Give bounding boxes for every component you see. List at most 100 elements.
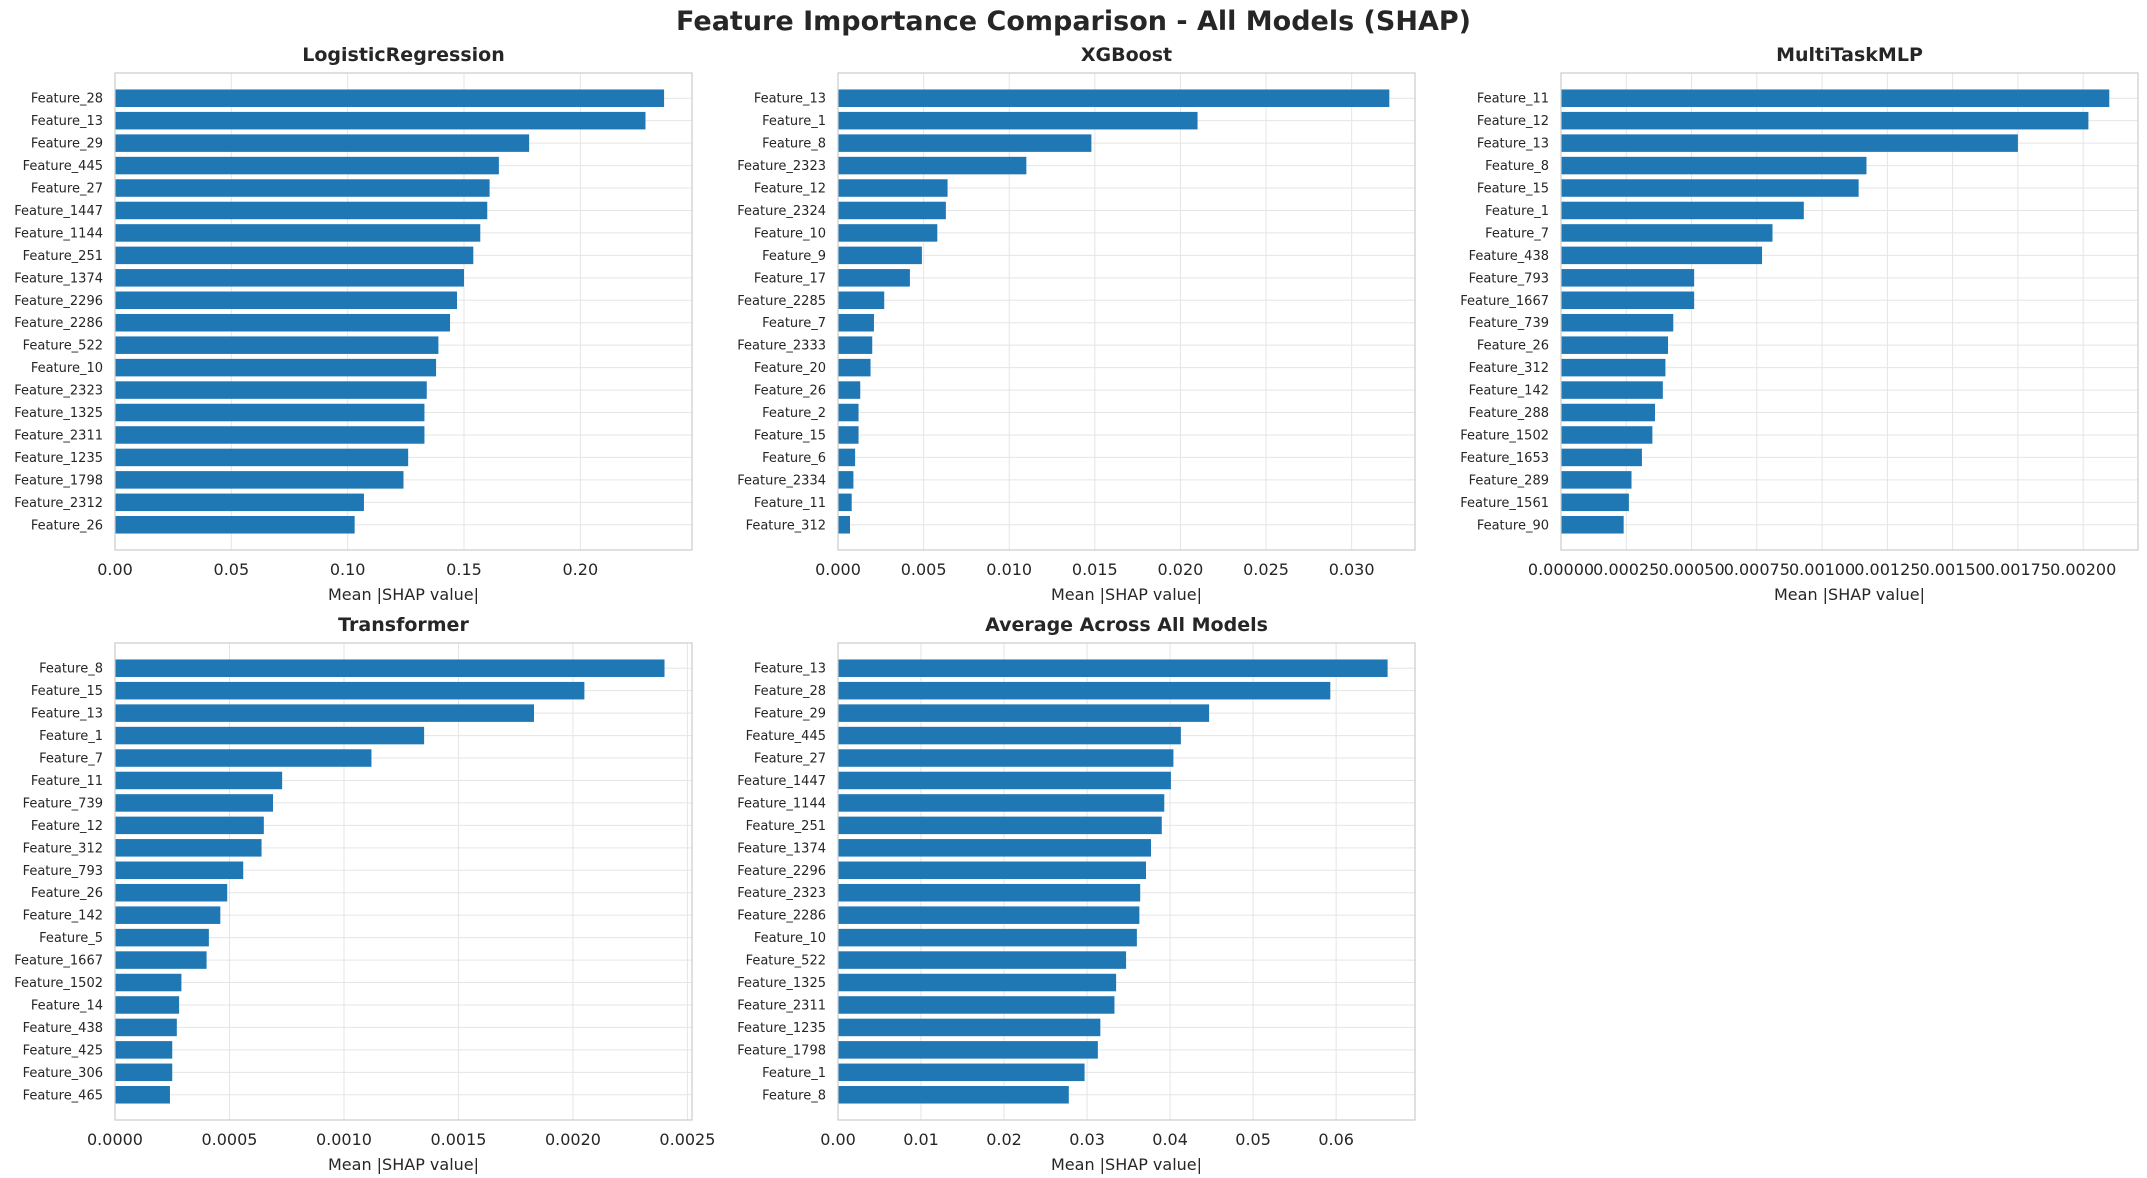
chart-panel-1: Feature_13 Feature_1 Feature_8 Feature_2323… bbox=[737, 44, 1416, 604]
category-label: Feature_27 bbox=[754, 752, 826, 767]
category-label: Feature_2285 bbox=[737, 294, 826, 309]
category-label: Feature_2 bbox=[762, 406, 826, 421]
x-tick-label: 0.15 bbox=[446, 560, 482, 579]
bar-feature-29 bbox=[115, 134, 530, 152]
bar-feature-465 bbox=[115, 1086, 170, 1104]
bar-feature-8 bbox=[115, 659, 665, 677]
category-label: Feature_289 bbox=[1469, 473, 1549, 488]
axes-frame bbox=[837, 642, 1416, 1121]
bar-feature-306 bbox=[115, 1063, 173, 1082]
bar-feature-2323 bbox=[838, 156, 1027, 175]
bar-feature-28 bbox=[115, 89, 665, 107]
category-label: Feature_29 bbox=[754, 707, 826, 722]
chart-title: Average Across All Models bbox=[985, 614, 1268, 636]
bar-feature-1235 bbox=[838, 1018, 1101, 1037]
category-label: Feature_14 bbox=[31, 998, 103, 1013]
category-label: Feature_438 bbox=[1469, 249, 1549, 264]
category-label: Feature_2311 bbox=[737, 998, 826, 1013]
category-label: Feature_2333 bbox=[737, 339, 826, 354]
plot-area bbox=[838, 73, 1415, 550]
bar-feature-13 bbox=[838, 659, 1388, 677]
bar-feature-312 bbox=[115, 839, 262, 857]
bar-feature-1 bbox=[838, 111, 1198, 130]
x-tick-label: 0.05 bbox=[214, 560, 250, 579]
x-tick-label: 0.00025 bbox=[1593, 560, 1659, 579]
category-label: Feature_306 bbox=[23, 1066, 103, 1081]
category-label: Feature_2323 bbox=[737, 886, 826, 901]
bar-feature-1561 bbox=[1561, 493, 1629, 512]
bar-feature-5 bbox=[115, 928, 209, 947]
bar-feature-2334 bbox=[838, 471, 854, 489]
category-label: Feature_2311 bbox=[14, 428, 103, 443]
category-label: Feature_26 bbox=[1477, 339, 1549, 354]
category-label: Feature_445 bbox=[23, 159, 103, 174]
bar-feature-15 bbox=[838, 426, 859, 444]
bar-feature-1667 bbox=[1561, 291, 1695, 310]
category-label: Feature_1 bbox=[39, 729, 103, 744]
category-label: Feature_11 bbox=[1477, 92, 1549, 107]
category-label: Feature_312 bbox=[746, 518, 826, 533]
category-label: Feature_793 bbox=[23, 864, 103, 879]
bar-feature-2311 bbox=[838, 996, 1115, 1014]
x-tick-label: 0.00125 bbox=[1854, 560, 1920, 579]
category-label: Feature_20 bbox=[754, 361, 826, 376]
bar-feature-2323 bbox=[838, 883, 1141, 902]
category-label: Feature_1374 bbox=[14, 271, 103, 286]
x-tick-label: 0.02 bbox=[986, 1130, 1022, 1149]
category-label: Feature_1144 bbox=[737, 796, 826, 811]
x-tick-label: 0.005 bbox=[901, 560, 947, 579]
bar-feature-11 bbox=[115, 771, 283, 790]
bar-feature-1 bbox=[838, 1063, 1085, 1082]
category-label: Feature_13 bbox=[31, 707, 103, 722]
x-tick-label: 0.0010 bbox=[316, 1130, 372, 1149]
category-label: Feature_1798 bbox=[14, 473, 103, 488]
category-label: Feature_13 bbox=[754, 662, 826, 677]
bar-feature-13 bbox=[115, 704, 535, 722]
category-label: Feature_2312 bbox=[14, 496, 103, 511]
category-label: Feature_251 bbox=[23, 249, 103, 264]
bar-feature-438 bbox=[115, 1018, 177, 1037]
category-label: Feature_8 bbox=[39, 662, 103, 677]
category-label: Feature_10 bbox=[754, 931, 826, 946]
category-label: Feature_28 bbox=[31, 92, 103, 107]
bar-feature-2286 bbox=[115, 313, 451, 332]
bar-feature-1374 bbox=[115, 269, 464, 287]
bar-feature-1325 bbox=[115, 403, 425, 422]
x-tick-label: 0.025 bbox=[1243, 560, 1289, 579]
category-label: Feature_522 bbox=[23, 339, 103, 354]
bar-feature-7 bbox=[838, 313, 874, 332]
bar-feature-15 bbox=[115, 681, 585, 700]
bar-feature-2286 bbox=[838, 906, 1140, 924]
bar-feature-1374 bbox=[838, 839, 1151, 857]
chart-title: MultiTaskMLP bbox=[1776, 44, 1923, 66]
category-label: Feature_1653 bbox=[1460, 451, 1549, 466]
category-label: Feature_312 bbox=[1469, 361, 1549, 376]
x-axis-label: Mean |SHAP value| bbox=[1774, 585, 1925, 604]
bar-feature-90 bbox=[1561, 516, 1624, 534]
category-label: Feature_739 bbox=[1469, 316, 1549, 331]
category-label: Feature_11 bbox=[754, 496, 826, 511]
bar-feature-522 bbox=[838, 951, 1127, 969]
bar-feature-251 bbox=[838, 816, 1162, 835]
bar-feature-29 bbox=[838, 704, 1210, 722]
category-label: Feature_10 bbox=[754, 226, 826, 241]
bar-feature-438 bbox=[1561, 246, 1763, 265]
bar-feature-7 bbox=[1561, 224, 1773, 242]
axes-frame bbox=[837, 72, 1416, 551]
bar-feature-1 bbox=[1561, 201, 1804, 220]
category-label: Feature_425 bbox=[23, 1043, 103, 1058]
category-label: Feature_1798 bbox=[737, 1043, 826, 1058]
bar-feature-142 bbox=[115, 906, 221, 924]
bar-feature-8 bbox=[838, 134, 1092, 152]
category-label: Feature_8 bbox=[1485, 159, 1549, 174]
bar-feature-27 bbox=[115, 179, 490, 197]
category-label: Feature_2296 bbox=[14, 294, 103, 309]
category-label: Feature_2334 bbox=[737, 473, 826, 488]
category-label: Feature_1 bbox=[1485, 204, 1549, 219]
x-axis-label: Mean |SHAP value| bbox=[328, 1155, 479, 1174]
bar-feature-1235 bbox=[115, 448, 409, 467]
category-label: Feature_1325 bbox=[737, 976, 826, 991]
category-label: Feature_1325 bbox=[14, 406, 103, 421]
x-tick-label: 0.00 bbox=[97, 560, 133, 579]
category-label: Feature_438 bbox=[23, 1021, 103, 1036]
